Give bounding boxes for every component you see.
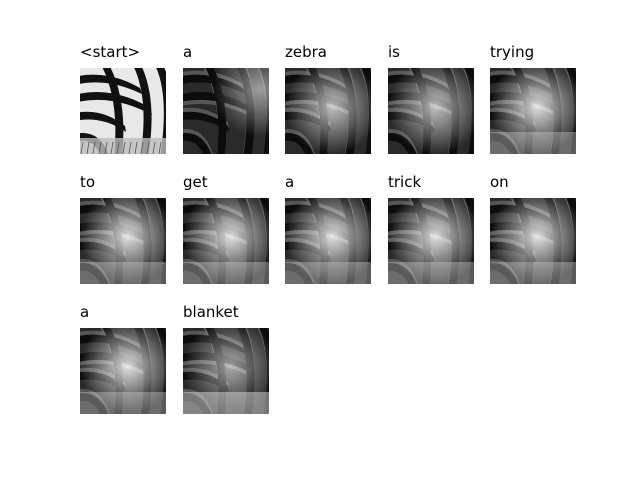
attention-map-image xyxy=(388,198,474,284)
attention-map-image xyxy=(80,328,166,414)
word-label: is xyxy=(388,43,400,61)
word-label: on xyxy=(490,173,509,191)
attention-map-image xyxy=(388,68,474,154)
word-label: get xyxy=(183,173,208,191)
word-label: a xyxy=(80,303,90,321)
attention-map-image xyxy=(183,198,269,284)
word-label: <start> xyxy=(80,43,141,61)
attention-map-image xyxy=(490,68,576,154)
attention-map-image xyxy=(183,328,269,414)
attention-map-image xyxy=(80,198,166,284)
word-label: zebra xyxy=(285,43,327,61)
word-label: a xyxy=(183,43,193,61)
word-label: trying xyxy=(490,43,535,61)
attention-map-image xyxy=(285,68,371,154)
word-label: to xyxy=(80,173,96,191)
word-label: a xyxy=(285,173,295,191)
attention-map-image xyxy=(285,198,371,284)
word-label: blanket xyxy=(183,303,239,321)
attention-map-image xyxy=(490,198,576,284)
attention-map-image xyxy=(183,68,269,154)
attention-map-image xyxy=(80,68,166,154)
word-label: trick xyxy=(388,173,422,191)
